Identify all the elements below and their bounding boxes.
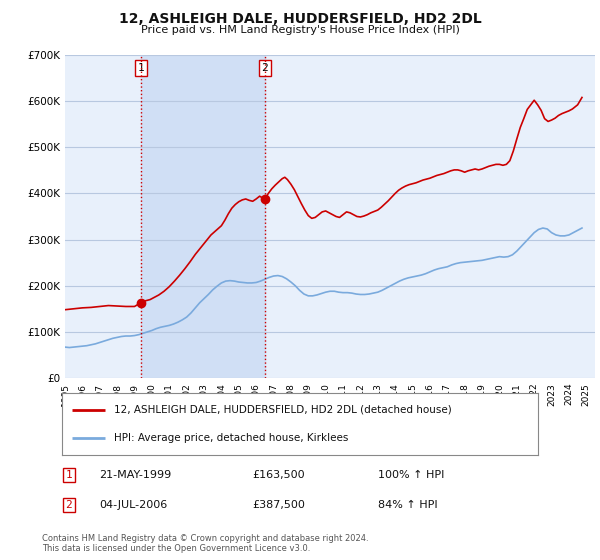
Text: 04-JUL-2006: 04-JUL-2006 bbox=[99, 500, 167, 510]
Text: 1: 1 bbox=[138, 63, 145, 73]
Text: 84% ↑ HPI: 84% ↑ HPI bbox=[378, 500, 437, 510]
Text: 1: 1 bbox=[65, 470, 73, 480]
Text: 12, ASHLEIGH DALE, HUDDERSFIELD, HD2 2DL (detached house): 12, ASHLEIGH DALE, HUDDERSFIELD, HD2 2DL… bbox=[115, 405, 452, 415]
Text: 12, ASHLEIGH DALE, HUDDERSFIELD, HD2 2DL: 12, ASHLEIGH DALE, HUDDERSFIELD, HD2 2DL bbox=[119, 12, 481, 26]
Text: This data is licensed under the Open Government Licence v3.0.: This data is licensed under the Open Gov… bbox=[42, 544, 310, 553]
Text: 2: 2 bbox=[65, 500, 73, 510]
Text: £163,500: £163,500 bbox=[252, 470, 305, 480]
Bar bbox=[141, 55, 265, 378]
Text: HPI: Average price, detached house, Kirklees: HPI: Average price, detached house, Kirk… bbox=[115, 433, 349, 444]
Text: 100% ↑ HPI: 100% ↑ HPI bbox=[378, 470, 445, 480]
Text: Contains HM Land Registry data © Crown copyright and database right 2024.: Contains HM Land Registry data © Crown c… bbox=[42, 534, 368, 543]
Text: £387,500: £387,500 bbox=[252, 500, 305, 510]
Text: 21-MAY-1999: 21-MAY-1999 bbox=[99, 470, 171, 480]
Text: 2: 2 bbox=[262, 63, 268, 73]
Text: Price paid vs. HM Land Registry's House Price Index (HPI): Price paid vs. HM Land Registry's House … bbox=[140, 25, 460, 35]
